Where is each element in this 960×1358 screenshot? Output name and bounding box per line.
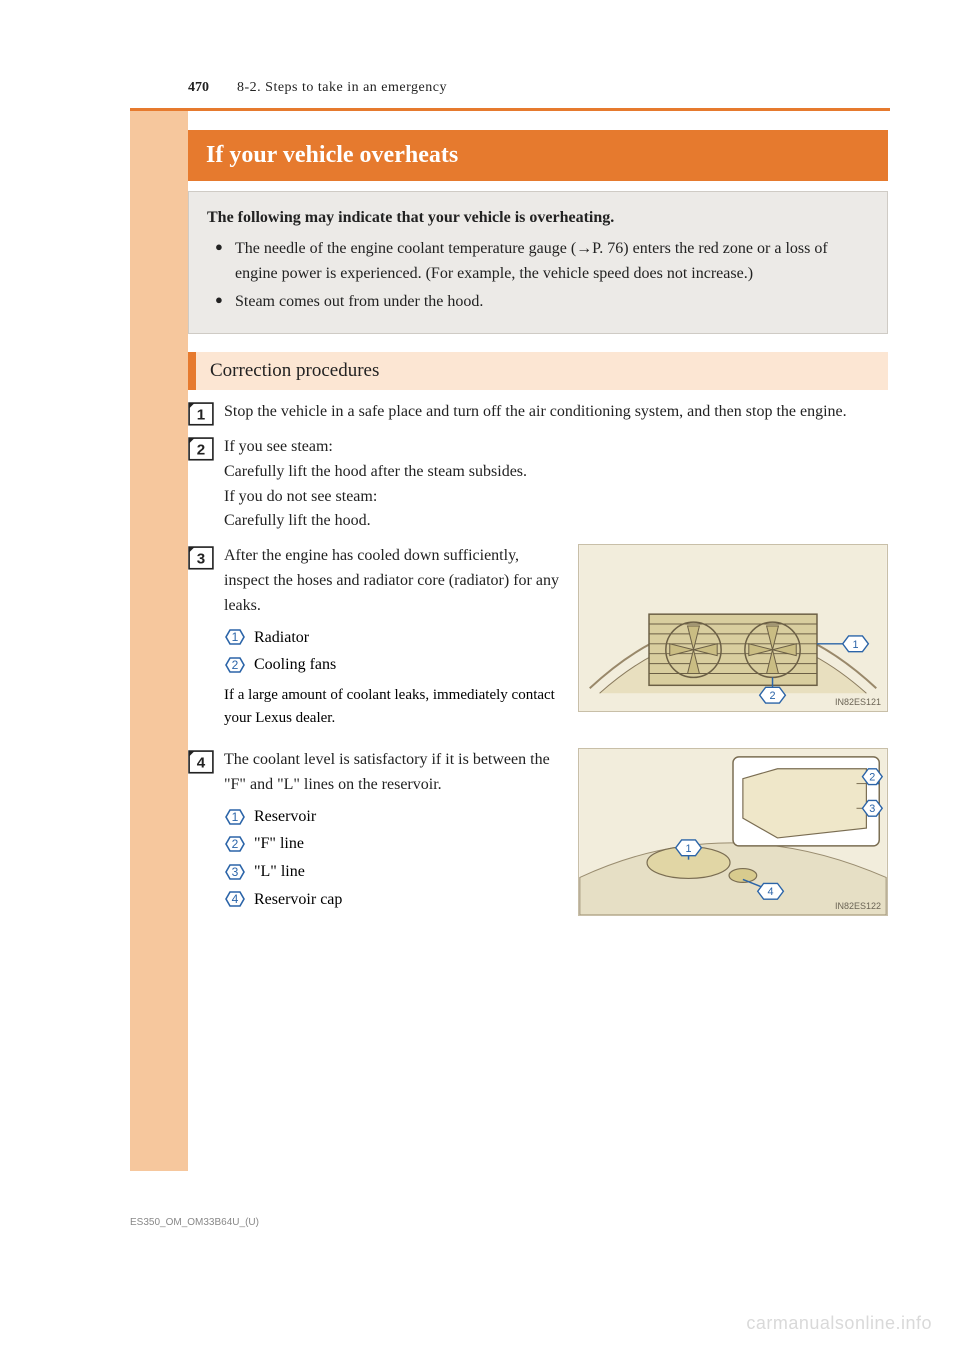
svg-text:3: 3 [232,865,239,879]
callout: 2 "F" line [224,831,560,857]
svg-text:2: 2 [770,690,776,702]
figure-code: IN82ES121 [835,697,881,707]
step-number-icon: 3 [188,546,214,568]
callout: 1 Radiator [224,625,560,651]
step-1: 1 Stop the vehicle in a safe place and t… [188,400,888,425]
section-label: 8-2. Steps to take in an emergency [237,80,447,96]
svg-text:3: 3 [197,550,205,567]
svg-text:3: 3 [869,803,875,815]
step2-body-b: Carefully lift the hood. [224,512,371,529]
step-text: The coolant level is satisfactory if it … [224,748,560,798]
svg-text:1: 1 [232,630,239,644]
svg-text:1: 1 [197,407,205,424]
step-2: 2 If you see steam: Carefully lift the h… [188,435,888,534]
content-area: If your vehicle overheats The following … [188,130,888,934]
callout: 3 "L" line [224,859,560,885]
intro-lead: The following may indicate that your veh… [207,206,869,231]
step2-body-a: Carefully lift the hood after the steam … [224,463,527,480]
page-header: 470 8-2. Steps to take in an emergency [0,0,960,108]
callout-label: Radiator [254,625,309,651]
step-text: After the engine has cooled down suffici… [224,544,560,618]
left-sidebar-tab [130,111,188,1171]
figure-radiator: 1 2 IN82ES121 [578,544,888,712]
intro-bullet: Steam comes out from under the hood. [215,290,869,315]
callout-label: Cooling fans [254,652,336,678]
top-rule [130,108,890,111]
callout-label: Reservoir cap [254,887,342,913]
svg-text:1: 1 [853,639,859,651]
callout-badge-1-icon: 1 [224,806,246,828]
step-number-icon: 1 [188,402,214,424]
figure-badge-1-icon: 1 [843,636,869,652]
callout: 2 Cooling fans [224,652,560,678]
svg-text:1: 1 [686,843,692,855]
callout-label: "F" line [254,831,304,857]
callout-badge-4-icon: 4 [224,888,246,910]
svg-text:4: 4 [197,755,206,772]
intro-bullet: The needle of the engine coolant tempera… [215,237,869,287]
callout-badge-1-icon: 1 [224,626,246,648]
svg-text:2: 2 [232,658,239,672]
subheader: Correction procedures [188,352,888,390]
callout: 1 Reservoir [224,804,560,830]
figure-reservoir: 1 2 3 4 IN82ES122 [578,748,888,916]
svg-text:2: 2 [232,837,239,851]
svg-text:4: 4 [232,892,239,906]
footer-code: ES350_OM_OM33B64U_(U) [130,1217,259,1228]
callout-badge-3-icon: 3 [224,861,246,883]
figure-code: IN82ES122 [835,901,881,911]
step3-note: If a large amount of coolant leaks, imme… [224,684,560,731]
step-number-icon: 4 [188,750,214,772]
svg-text:1: 1 [232,810,239,824]
svg-text:2: 2 [197,441,205,458]
step2-case-a: If you see steam: [224,438,333,455]
step2-case-b: If you do not see steam: [224,488,377,505]
page-number: 470 [188,80,209,96]
callout-label: "L" line [254,859,305,885]
steps: 1 Stop the vehicle in a safe place and t… [188,400,888,916]
callout-label: Reservoir [254,804,316,830]
svg-text:4: 4 [768,886,774,898]
step-3: 3 After the engine has cooled down suffi… [188,544,888,730]
page-title: If your vehicle overheats [188,130,888,181]
figure-badge-2-icon: 2 [760,687,786,703]
watermark: carmanualsonline.info [746,1313,932,1334]
step-text: If you see steam: Carefully lift the hoo… [224,435,888,534]
callout-badge-2-icon: 2 [224,654,246,676]
step-text: Stop the vehicle in a safe place and tur… [224,400,888,425]
callout-badge-2-icon: 2 [224,833,246,855]
step-number-icon: 2 [188,437,214,459]
intro-box: The following may indicate that your veh… [188,191,888,334]
svg-text:2: 2 [869,772,875,784]
callout: 4 Reservoir cap [224,887,560,913]
step-4: 4 The coolant level is satisfactory if i… [188,748,888,916]
